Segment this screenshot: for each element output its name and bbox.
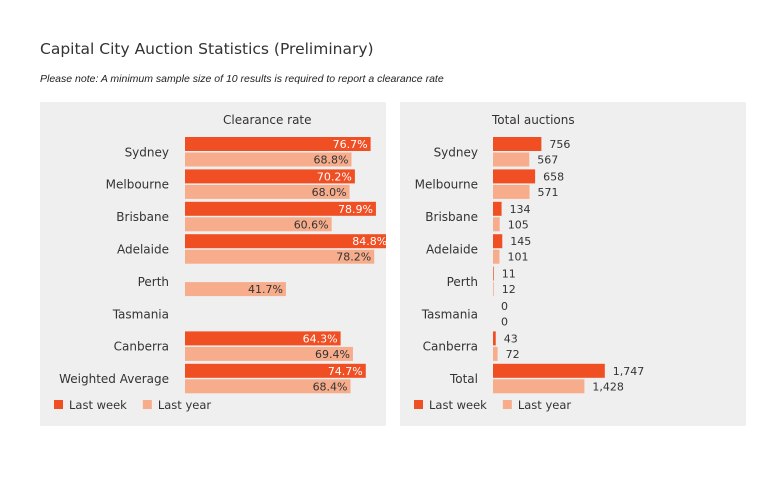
last-year-value-sydney: 68.8% <box>314 154 349 167</box>
last-week-value-weighted-average: 74.7% <box>328 365 363 378</box>
last-year-bar-adelaide <box>185 249 375 264</box>
last-year-bar-brisbane <box>185 217 332 232</box>
last-week-bar-sydney <box>185 137 371 151</box>
last-week-bar-melbourne <box>185 169 355 184</box>
last-week-value-tasmania: 0 <box>501 300 508 313</box>
last-week-value-total: 1,747 <box>613 365 645 378</box>
last-year-bar-melbourne <box>493 184 530 199</box>
last-year-value-brisbane: 105 <box>508 218 529 231</box>
last-year-bar-brisbane <box>493 217 500 232</box>
category-label-canberra: Canberra <box>423 340 478 354</box>
last-week-value-melbourne: 658 <box>543 170 564 183</box>
last-year-value-tasmania: 0 <box>501 316 508 329</box>
last-year-bar-canberra <box>493 346 498 361</box>
last-week-bar-brisbane <box>185 201 376 216</box>
last-week-bar-weighted-average <box>185 363 366 378</box>
last-year-value-melbourne: 68.0% <box>312 186 347 199</box>
last-week-value-perth: 11 <box>502 268 516 281</box>
category-label-sydney: Sydney <box>125 145 169 159</box>
last-year-value-weighted-average: 68.4% <box>313 380 348 393</box>
last-year-bar-weighted-average <box>185 379 351 394</box>
last-week-value-sydney: 756 <box>549 138 570 151</box>
sample-size-note: Please note: A minimum sample size of 10… <box>40 73 444 85</box>
total-auctions-chart: Total auctions Sydney 756 567 Melbourne 658 57… <box>414 113 645 412</box>
legend-swatch-last-year <box>502 400 512 409</box>
last-week-bar-total <box>493 363 605 378</box>
category-label-perth: Perth <box>447 275 478 289</box>
last-year-bar-total <box>493 379 585 394</box>
category-label-adelaide: Adelaide <box>117 242 169 256</box>
legend-label-last-week: Last week <box>69 398 127 412</box>
last-week-value-melbourne: 70.2% <box>317 170 352 183</box>
clearance-rate-panel: Clearance rate Sydney 76.7% 68.8% Melbourne 7… <box>40 102 386 426</box>
last-week-bar-canberra <box>493 331 496 346</box>
last-week-value-brisbane: 134 <box>510 203 531 216</box>
last-week-bar-canberra <box>185 331 341 346</box>
legend-label-last-year: Last year <box>158 398 212 412</box>
last-week-bar-adelaide <box>185 234 386 249</box>
last-week-bar-melbourne <box>493 169 536 184</box>
last-week-value-sydney: 76.7% <box>333 138 368 151</box>
legend-label-last-week: Last week <box>429 398 487 412</box>
last-week-bar-sydney <box>493 137 542 151</box>
last-year-value-adelaide: 78.2% <box>336 251 371 264</box>
clearance-rate-chart: Clearance rate Sydney 76.7% 68.8% Melbourne 7… <box>54 113 386 412</box>
last-week-value-canberra: 43 <box>504 332 518 345</box>
category-label-melbourne: Melbourne <box>415 178 478 192</box>
last-week-bar-adelaide <box>493 234 503 249</box>
legend-swatch-last-week <box>414 400 423 409</box>
category-label-brisbane: Brisbane <box>116 210 169 224</box>
last-week-bar-brisbane <box>493 201 502 216</box>
last-year-bar-canberra <box>185 346 353 361</box>
last-year-value-total: 1,428 <box>592 380 624 393</box>
last-year-bar-adelaide <box>493 249 500 264</box>
category-label-weighted-average: Weighted Average <box>59 372 169 386</box>
category-label-melbourne: Melbourne <box>106 178 169 192</box>
last-year-bar-perth <box>493 282 494 297</box>
clearance-chart-title: Clearance rate <box>223 113 312 127</box>
category-label-perth: Perth <box>138 275 169 289</box>
legend-swatch-last-week <box>54 400 63 409</box>
last-year-value-sydney: 567 <box>537 154 558 167</box>
last-year-value-canberra: 72 <box>506 348 520 361</box>
category-label-tasmania: Tasmania <box>112 307 169 321</box>
category-label-tasmania: Tasmania <box>421 307 478 321</box>
last-year-value-perth: 12 <box>502 283 516 296</box>
last-year-value-brisbane: 60.6% <box>294 218 329 231</box>
legend-label-last-year: Last year <box>518 398 572 412</box>
category-label-brisbane: Brisbane <box>425 210 478 224</box>
last-year-value-canberra: 69.4% <box>315 348 350 361</box>
last-year-bar-sydney <box>185 152 352 167</box>
auctions-chart-title: Total auctions <box>491 113 575 127</box>
last-week-value-adelaide: 84.8% <box>352 235 386 248</box>
last-year-value-perth: 41.7% <box>248 283 283 296</box>
last-year-bar-sydney <box>493 152 530 167</box>
category-label-canberra: Canberra <box>114 340 169 354</box>
total-auctions-panel: Total auctions Sydney 756 567 Melbourne 658 57… <box>400 102 746 426</box>
category-label-adelaide: Adelaide <box>426 242 478 256</box>
category-label-sydney: Sydney <box>434 145 478 159</box>
last-week-bar-perth <box>493 266 494 281</box>
last-year-bar-perth <box>185 282 286 297</box>
last-year-value-melbourne: 571 <box>538 186 559 199</box>
last-week-value-brisbane: 78.9% <box>338 203 373 216</box>
last-year-value-adelaide: 101 <box>507 251 528 264</box>
page-title: Capital City Auction Statistics (Prelimi… <box>40 40 374 58</box>
category-label-total: Total <box>449 372 478 386</box>
last-week-value-canberra: 64.3% <box>303 332 338 345</box>
legend-swatch-last-year <box>142 400 152 409</box>
last-year-bar-melbourne <box>185 184 350 199</box>
last-week-value-adelaide: 145 <box>510 235 531 248</box>
